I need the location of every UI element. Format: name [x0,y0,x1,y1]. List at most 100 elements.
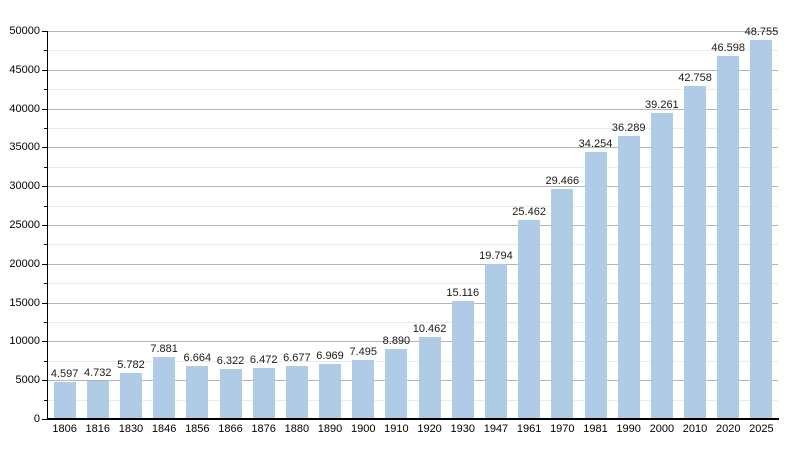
bar-value-label: 10.462 [412,322,447,335]
bar-value-label: 7.495 [349,345,377,358]
bar-value-label: 4.597 [50,368,79,381]
x-tick-label: 1866 [218,423,243,435]
bar [219,368,242,418]
bar-value-label: 4.732 [84,367,112,380]
minor-gridline [48,283,778,285]
y-axis-major-tick [42,147,47,149]
minor-gridline [48,50,778,52]
x-tick-label: 2025 [749,423,774,435]
x-tick-label: 1830 [118,423,144,435]
y-axis-major-tick [42,225,47,226]
bar [650,113,673,418]
y-axis-major-tick [42,263,47,265]
y-axis-minor-tick [44,244,47,246]
bar-value-label: 46.598 [711,42,746,55]
y-tick-label: 5000 [15,374,40,387]
x-tick-label: 1846 [151,423,177,435]
bar-value-label: 6.472 [249,353,278,366]
x-tick-label: 1947 [483,423,509,435]
bar-value-label: 8.890 [382,335,411,347]
major-gridline [48,69,778,71]
x-tick-label: 1920 [417,423,442,435]
bar [153,356,176,418]
major-gridline [48,186,778,188]
minor-gridline [48,128,778,129]
bar [484,264,507,418]
bar-value-label: 29.466 [545,175,580,188]
bar-value-label: 5.782 [117,359,145,372]
bar-value-label: 6.664 [183,352,212,365]
y-axis-minor-tick [44,166,47,168]
bar [319,363,342,418]
bar [86,381,109,418]
bar [717,56,740,418]
x-tick-label: 1981 [583,423,608,435]
x-tick-label: 1961 [516,423,542,435]
y-axis-major-tick [42,69,47,71]
y-axis-major-tick [42,108,47,110]
y-tick-label: 45000 [9,63,40,76]
y-axis-major-tick [42,341,47,343]
bar [385,349,408,418]
y-tick-label: 35000 [9,141,40,154]
bar [252,367,275,418]
bar [617,136,640,418]
bar [119,373,142,418]
bar-value-label: 34.254 [578,138,613,151]
bar [551,189,574,418]
x-tick-label: 1816 [85,423,110,435]
bar-value-label: 6.322 [216,354,245,367]
bar [684,86,707,418]
y-tick-label: 50000 [9,25,40,37]
minor-gridline [48,205,778,207]
bar-value-label: 25.462 [512,206,546,219]
major-gridline [48,147,778,149]
y-axis-minor-tick [44,283,47,285]
y-axis-major-tick [42,302,47,304]
bar-value-label: 19.794 [479,250,513,263]
major-gridline [48,302,778,304]
y-axis-minor-tick [44,205,47,207]
bar [451,300,474,418]
bar-value-label: 42.758 [678,72,712,85]
x-tick-label: 1900 [350,423,376,435]
y-tick-label: 0 [33,413,40,425]
bar-value-label: 48.755 [744,25,779,38]
bar-value-label: 15.116 [446,286,480,299]
y-tick-label: 25000 [9,219,40,231]
minor-gridline [48,322,778,323]
bar-value-label: 6.677 [283,352,311,365]
x-axis-line [47,418,779,420]
major-gridline [48,263,778,265]
y-tick-label: 10000 [9,335,40,348]
y-axis-minor-tick [44,89,47,91]
bar [186,366,209,418]
bar [418,336,441,418]
major-gridline [48,225,778,226]
y-axis-major-tick [42,419,47,420]
x-tick-label: 1930 [450,423,475,435]
x-tick-label: 2020 [715,423,741,435]
y-tick-label: 20000 [9,257,40,270]
major-gridline [48,31,778,32]
x-tick-label: 1880 [284,423,310,435]
y-axis-major-tick [42,380,47,382]
bar [750,39,773,418]
bar-value-label: 7.881 [150,342,178,355]
x-tick-label: 1806 [52,423,77,435]
y-tick-label: 40000 [9,102,40,115]
bar [285,366,308,418]
y-tick-label: 30000 [9,180,40,193]
y-axis-major-tick [42,31,47,32]
bar-value-label: 39.261 [645,99,679,112]
bar [352,359,375,418]
y-axis-minor-tick [44,50,47,52]
x-tick-label: 1890 [317,423,343,435]
major-gridline [48,341,778,343]
y-axis-minor-tick [44,322,47,323]
minor-gridline [48,89,778,91]
bar [518,220,541,418]
y-axis-major-tick [42,186,47,188]
x-tick-label: 2010 [682,423,708,435]
